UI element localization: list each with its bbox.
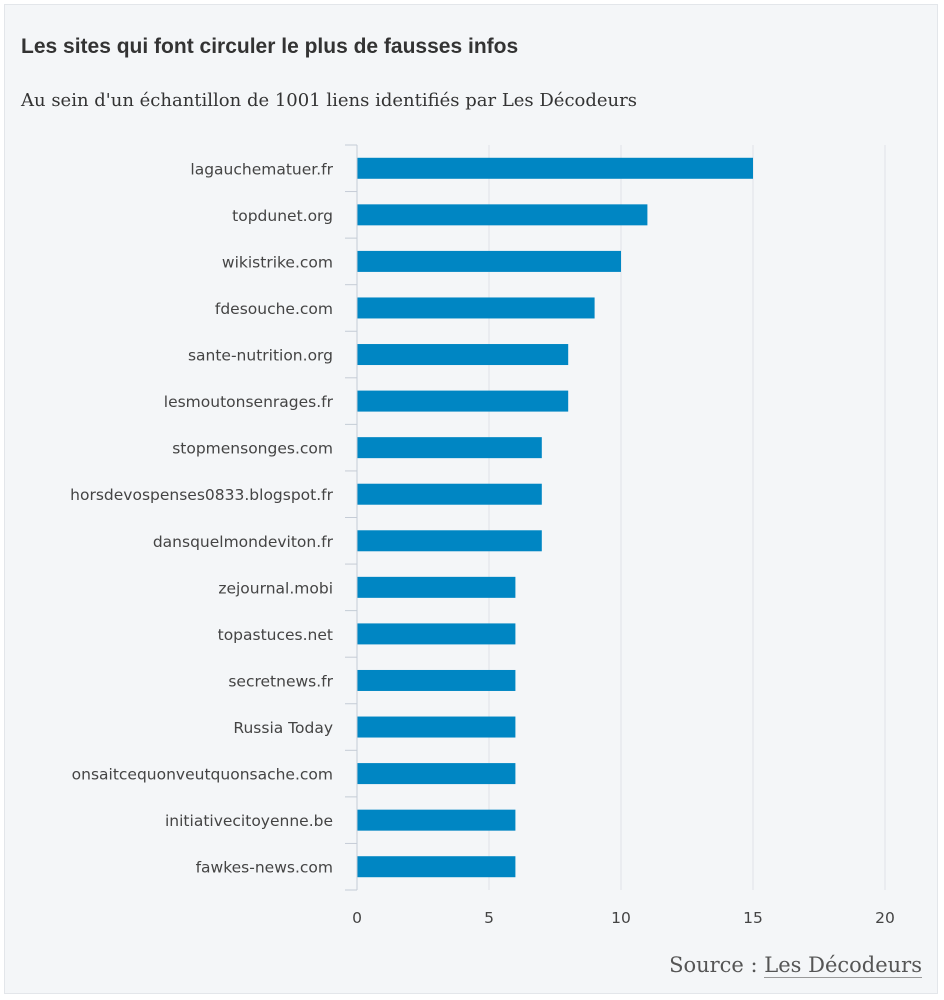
bar-13 [357,763,516,785]
bar-8 [357,530,542,552]
category-label: topdunet.org [232,207,333,225]
x-tick-label: 10 [611,909,631,927]
category-label: fawkes-news.com [196,859,333,877]
bar-1 [357,204,648,226]
category-label: fdesouche.com [215,300,333,318]
category-label: lagauchematuer.fr [190,160,333,178]
source-credit: Source : Les Décodeurs [669,953,922,978]
bar-5 [357,390,569,412]
source-link[interactable]: Les Décodeurs [764,953,922,978]
source-prefix: Source : [669,953,765,977]
category-label: zejournal.mobi [218,579,333,597]
x-tick-label: 15 [743,909,763,927]
category-label: sante-nutrition.org [188,347,333,365]
bar-6 [357,437,542,459]
x-tick-label: 20 [875,909,895,927]
category-label: horsdevospenses0833.blogspot.fr [70,486,333,504]
bar-11 [357,669,516,691]
bar-4 [357,344,569,366]
category-label: lesmoutonsenrages.fr [164,393,334,411]
category-label: secretnews.fr [228,672,333,690]
category-label: Russia Today [233,719,333,737]
bars [357,157,753,878]
bar-0 [357,157,753,179]
bar-14 [357,809,516,831]
bar-3 [357,297,595,319]
bar-2 [357,250,621,272]
x-tick-label: 0 [352,909,362,927]
category-label: wikistrike.com [222,253,333,271]
x-tick-label: 5 [484,909,494,927]
category-label: stopmensonges.com [172,440,333,458]
category-label: onsaitcequonveutquonsache.com [72,766,333,784]
category-label: dansquelmondeviton.fr [153,533,334,551]
axes: lagauchematuer.fr topdunet.org wikistrike.… [70,144,895,927]
chart-subtitle: Au sein d'un échantillon de 1001 liens i… [21,90,637,111]
bar-10 [357,623,516,645]
bar-15 [357,856,516,878]
category-label: topastuces.net [218,626,333,644]
bar-9 [357,576,516,598]
bar-7 [357,483,542,505]
bar-12 [357,716,516,738]
chart-title: Les sites qui font circuler le plus de f… [21,35,519,58]
category-label: initiativecitoyenne.be [165,812,333,830]
